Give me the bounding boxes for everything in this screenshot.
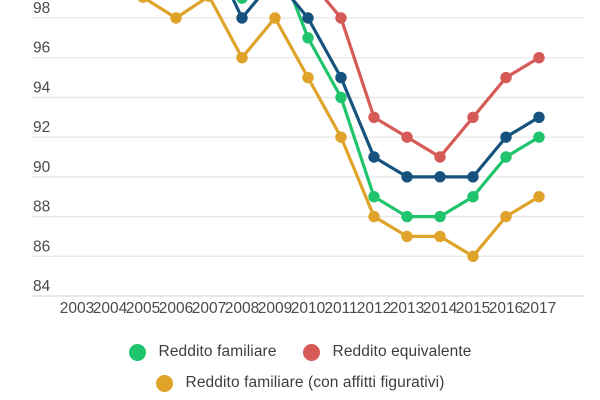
data-point-reddito-familiare-2008[interactable] [236,0,248,4]
data-point-blue-series-2-2017[interactable] [533,111,545,123]
data-point-reddito-familiare-con-affitti-figurativi-2013[interactable] [401,230,413,243]
x-tick-label-2014: 2014 [423,300,458,317]
series-line-reddito-familiare [291,0,540,219]
data-point-reddito-familiare-con-affitti-figurativi-2008[interactable] [236,52,248,64]
data-point-blue-series-2-2010[interactable] [302,12,314,24]
x-tick-label-2010: 2010 [291,300,326,317]
x-tick-label-2008: 2008 [225,300,259,317]
series-line-reddito-equivalente [323,0,540,159]
legend-dot-icon [302,343,320,361]
data-point-reddito-familiare-con-affitti-figurativi-2011[interactable] [335,131,347,143]
data-point-reddito-familiare-2016[interactable] [500,151,512,163]
data-point-reddito-familiare-2013[interactable] [401,210,413,223]
data-point-blue-series-2-2012[interactable] [368,151,380,163]
x-tick-label-2013: 2013 [390,300,424,317]
data-point-reddito-familiare-con-affitti-figurativi-2012[interactable] [368,210,380,223]
x-tick-label-2009: 2009 [258,300,292,317]
legend-dot-icon [155,374,173,392]
y-tick-label-90: 90 [33,159,51,176]
y-tick-label-86: 86 [33,238,50,255]
x-tick-label-2011: 2011 [324,300,357,317]
data-point-reddito-familiare-con-affitti-figurativi-2017[interactable] [533,191,545,203]
data-point-reddito-familiare-2015[interactable] [467,191,479,203]
y-tick-label-94: 94 [33,79,51,96]
data-point-blue-series-2-2011[interactable] [335,71,347,84]
data-point-reddito-familiare-2010[interactable] [302,32,314,44]
data-point-blue-series-2-2016[interactable] [500,131,512,143]
legend-label: Reddito equivalente [332,343,472,360]
data-point-reddito-familiare-2017[interactable] [533,131,545,143]
data-point-reddito-familiare-con-affitti-figurativi-2010[interactable] [302,71,314,84]
y-tick-label-92: 92 [33,119,50,136]
data-point-reddito-equivalente-2012[interactable] [368,111,380,123]
data-point-reddito-equivalente-2017[interactable] [533,52,545,64]
data-point-blue-series-2-2008[interactable] [236,12,248,24]
data-point-blue-series-2-2013[interactable] [401,171,413,183]
x-tick-label-2003: 2003 [60,300,94,317]
legend-item-reddito-familiare[interactable]: Reddito familiare [128,343,277,361]
data-point-reddito-familiare-con-affitti-figurativi-2016[interactable] [500,210,512,223]
chart-legend: Reddito familiare Reddito equivalente Redd… [0,343,600,392]
data-point-reddito-equivalente-2011[interactable] [335,12,347,24]
data-point-reddito-familiare-con-affitti-figurativi-2005[interactable] [137,0,148,3]
data-point-reddito-equivalente-2014[interactable] [434,151,446,163]
x-tick-label-2004: 2004 [93,300,128,317]
data-point-reddito-familiare-2014[interactable] [434,210,446,223]
line-chart: 84 86 88 90 92 94 96 98 2003 2004 2005 2006 2007 2008… [31,0,585,317]
legend-row-1: Reddito familiare Reddito equivalente [128,343,472,361]
x-tick-label-2015: 2015 [456,300,490,317]
legend-dot-icon [128,343,146,361]
data-point-reddito-familiare-con-affitti-figurativi-2015[interactable] [467,250,479,262]
data-point-reddito-equivalente-2013[interactable] [401,131,413,143]
legend-label: Reddito familiare (con affitti figurativ… [185,374,445,391]
legend-item-reddito-familiare-con-affitti-figurativi[interactable]: Reddito familiare (con affitti figurativ… [155,374,445,392]
x-tick-label-2005: 2005 [126,300,160,317]
legend-label: Reddito familiare [158,343,277,360]
data-point-reddito-familiare-con-affitti-figurativi-2009[interactable] [269,12,281,24]
data-point-reddito-familiare-2011[interactable] [335,91,347,104]
data-point-blue-series-2-2015[interactable] [467,171,479,183]
y-tick-label-84: 84 [33,278,51,295]
data-point-reddito-familiare-con-affitti-figurativi-2007[interactable] [203,0,214,2]
data-point-blue-series-2-2014[interactable] [434,171,446,183]
x-tick-label-2006: 2006 [159,300,193,317]
series-line-blue-series-2 [231,0,540,179]
y-tick-label-88: 88 [33,199,50,216]
y-tick-label-98: 98 [33,0,50,17]
x-tick-label-2012: 2012 [357,300,391,317]
legend-item-reddito-equivalente[interactable]: Reddito equivalente [302,343,472,361]
x-tick-label-2007: 2007 [192,300,226,317]
legend-row-2: Reddito familiare (con affitti figurativ… [155,374,445,392]
chart-canvas: 84 86 88 90 92 94 96 98 200320042005200620072008… [31,0,585,317]
data-point-reddito-familiare-2012[interactable] [368,191,380,203]
data-point-reddito-equivalente-2016[interactable] [500,71,512,84]
series-line-reddito-familiare-con-affitti-figurativi [144,0,540,258]
y-tick-label-96: 96 [33,40,50,57]
data-point-reddito-familiare-con-affitti-figurativi-2006[interactable] [170,12,182,24]
x-tick-label-2016: 2016 [489,300,523,317]
data-point-reddito-familiare-con-affitti-figurativi-2014[interactable] [434,230,446,243]
x-tick-label-2017: 2017 [522,300,556,317]
data-point-reddito-equivalente-2015[interactable] [467,111,479,123]
